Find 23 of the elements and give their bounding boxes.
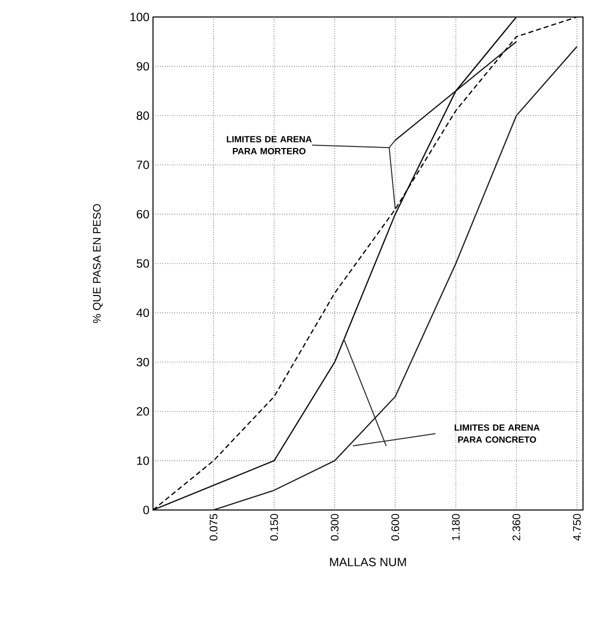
y-tick-label: 20 [136,407,150,416]
x-tick-label: 2.360 [512,514,520,540]
y-tick-label: 30 [136,358,150,366]
y-tick-label: 50 [136,259,150,268]
y-tick-label: 10 [137,456,150,465]
line-series [212,46,578,511]
y-tick-label: 80 [136,111,150,120]
x-tick-label: 0.075 [210,514,218,541]
x-tick-label: 0.600 [391,514,400,541]
annotation: LIMITES DE ARENA PARA MORTERO [226,136,312,154]
y-axis-title: % QUE PASA EN PESO [92,204,103,323]
x-tick-label: 0.150 [270,514,278,541]
y-tick-label: 60 [136,210,150,218]
y-tick-label: 100 [130,12,150,22]
x-axis-title: MALLAS NUM [330,558,406,566]
x-tick-label: 0.300 [330,514,339,541]
y-tick-label: 0 [143,506,150,514]
y-tick-label: 70 [136,160,150,170]
x-tick-label: 1.180 [452,514,460,540]
annotation: LIMITES DE ARENA PARA CONCRETO [454,424,540,443]
y-tick-label: 40 [136,308,150,318]
y-tick-label: 90 [136,62,150,71]
x-tick-label: 4.750 [573,514,581,541]
